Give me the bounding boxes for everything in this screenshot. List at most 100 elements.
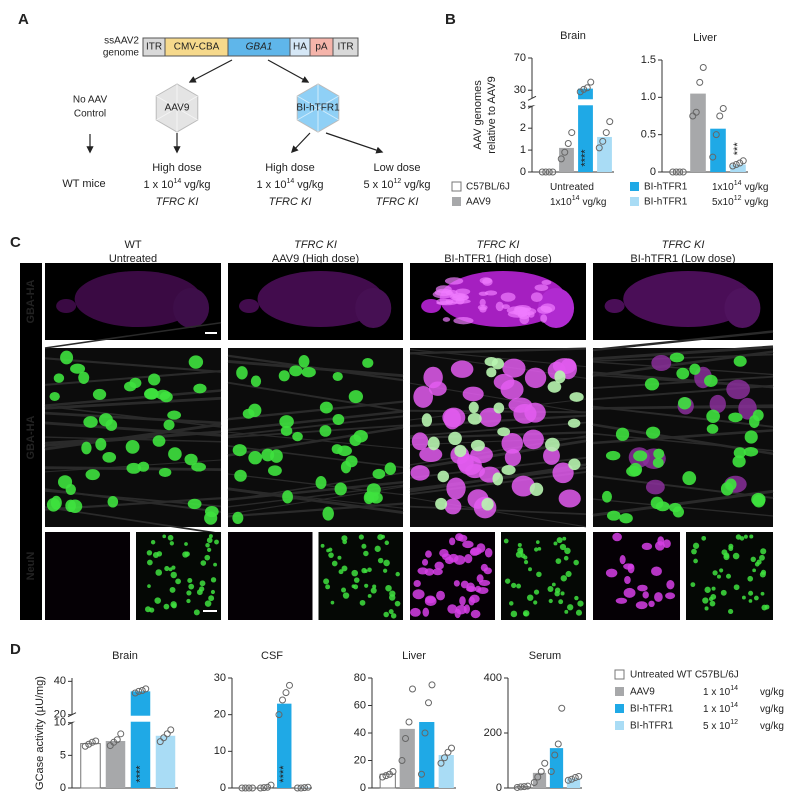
neun-cell: [545, 437, 560, 452]
hA-cell: [453, 555, 466, 565]
neun-cell: [619, 513, 633, 524]
neun-cell: [210, 589, 216, 595]
neun-cell: [353, 577, 360, 583]
data-point: [428, 681, 436, 689]
neun-cell: [150, 540, 156, 545]
fiber: [44, 370, 222, 386]
neun-cell: [390, 613, 397, 619]
neun-cell: [213, 562, 218, 567]
neun-cell: [234, 469, 247, 482]
neun-cell: [186, 590, 192, 596]
neun-cell: [562, 536, 567, 541]
neun-cell: [98, 413, 113, 427]
neun-cell: [605, 450, 621, 461]
neun-cell: [692, 542, 700, 549]
neun-cell: [628, 462, 643, 477]
cassette-label: ITR: [146, 42, 162, 53]
y-tick-label: 40: [354, 727, 366, 739]
bar: [515, 786, 530, 789]
neun-cell: [323, 578, 330, 585]
cassette-label: HA: [293, 42, 307, 53]
hA-cell: [500, 379, 524, 400]
dose-unit: vg/kg: [297, 179, 323, 191]
neun-cell: [341, 587, 347, 593]
legend-label: BI-hTFR1: [644, 197, 688, 208]
hA-cell: [522, 429, 544, 450]
data-point: [716, 112, 724, 120]
data-point: [163, 730, 171, 738]
neun-cell: [749, 534, 754, 539]
brain-section: [56, 271, 210, 328]
neun-cell: [95, 437, 107, 451]
hA-cell: [484, 548, 493, 558]
data-point: [418, 770, 425, 778]
fiber: [592, 345, 774, 361]
hA-cell: [444, 556, 454, 565]
fiber: [409, 421, 587, 437]
y-axis-label: relative to AAV9: [486, 76, 498, 153]
section-detail: [517, 310, 531, 320]
y-tick-label: 1: [520, 144, 526, 156]
hA-cell: [413, 580, 421, 588]
hA-cell: [558, 489, 581, 508]
neun-cell: [547, 381, 562, 393]
legend-label: BI-hTFR1: [644, 182, 688, 193]
y-tick-label: 0: [220, 782, 226, 794]
neun-cell: [528, 567, 532, 572]
neun-cell: [372, 584, 377, 589]
section-detail: [478, 291, 488, 296]
neun-cell: [214, 539, 219, 545]
bar: [419, 722, 435, 788]
bar: [155, 735, 176, 788]
hA-cell: [424, 568, 435, 576]
neun-cell: [184, 551, 190, 557]
bar: [258, 787, 273, 788]
section-detail: [442, 317, 451, 322]
dose-exponent: 14: [173, 178, 181, 185]
hA-cell: [726, 379, 750, 400]
neun-cell: [437, 470, 450, 483]
y-tick-label: 0.5: [641, 129, 656, 141]
neun-cell: [753, 595, 759, 601]
data-point: [568, 129, 576, 137]
capsid-label: AAV9: [165, 103, 190, 114]
neun-cell: [53, 373, 65, 383]
hA-cell: [635, 601, 648, 610]
neun-cell: [678, 396, 692, 410]
section-detail: [501, 304, 510, 309]
neun-cell: [163, 419, 175, 431]
neun-cell: [565, 570, 572, 578]
bar: [578, 88, 593, 172]
neun-cell: [577, 600, 584, 607]
neun-cell: [250, 375, 262, 387]
neun-cell: [267, 465, 282, 476]
hA-cell: [432, 568, 443, 576]
neun-cell: [322, 506, 334, 521]
fiber: [227, 381, 404, 412]
dose-label: High dose: [152, 162, 202, 174]
neun-cell: [154, 597, 161, 604]
data-point: [117, 730, 125, 738]
y-tick-label: 0: [650, 166, 656, 178]
data-point: [542, 168, 550, 176]
hA-cell: [641, 542, 653, 551]
fiber: [227, 502, 404, 518]
neun-cell: [334, 482, 347, 496]
neun-cell: [644, 377, 660, 391]
capsid-facet: [317, 107, 340, 121]
y-tick-label: 0: [360, 782, 366, 794]
neun-cell: [367, 594, 372, 598]
neun-cell: [515, 551, 523, 558]
data-point: [602, 129, 610, 137]
capsid-facet: [176, 107, 199, 121]
data-point: [513, 783, 521, 791]
dose-label: Low dose: [373, 162, 420, 174]
dose-text: 5x1012 vg/kg: [712, 195, 768, 208]
section-detail: [479, 298, 486, 307]
y-tick-label: 2: [520, 122, 526, 134]
hA-cell: [412, 589, 425, 600]
neun-cell: [497, 427, 511, 437]
hA-cell: [449, 537, 456, 546]
y-tick-label: 30: [514, 84, 526, 96]
neun-cell: [319, 425, 332, 437]
